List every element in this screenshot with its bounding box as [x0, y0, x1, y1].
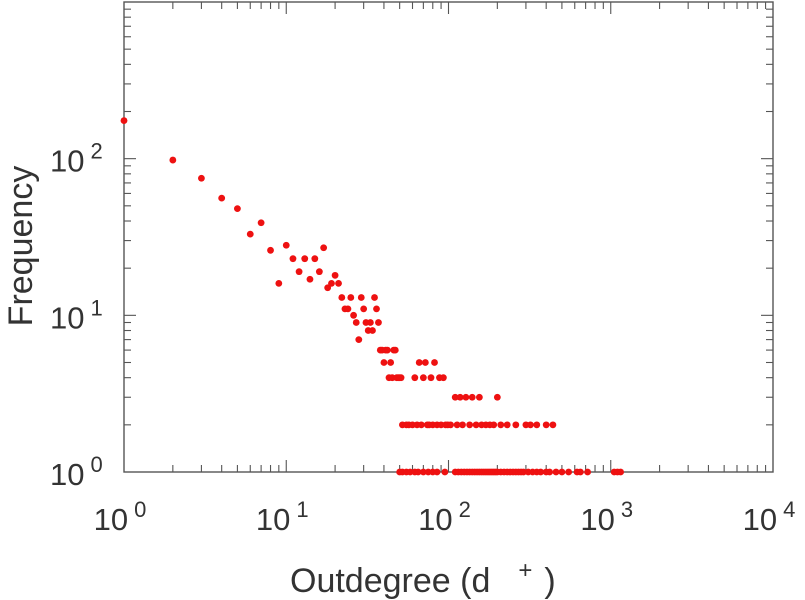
data-point: [120, 117, 128, 124]
data-point: [542, 421, 550, 429]
data-point: [527, 421, 534, 429]
data-point: [315, 268, 323, 276]
x-axis-title-close: ): [544, 562, 555, 600]
data-point: [275, 279, 283, 287]
data-point: [360, 305, 368, 313]
x-axis-title-text: Outdegree (d: [290, 562, 490, 600]
data-point: [218, 194, 226, 202]
data-point: [320, 244, 328, 252]
plot-frame: [123, 1, 774, 473]
y-tick-label: 10 1: [50, 295, 103, 335]
data-point: [357, 294, 365, 301]
y-axis-title: Frequency: [2, 166, 40, 327]
data-point: [267, 246, 274, 254]
data-point: [419, 468, 427, 476]
data-point: [380, 359, 388, 366]
data-point: [246, 230, 254, 238]
data-point: [451, 393, 459, 401]
y-tick-label: 10 2: [50, 139, 103, 179]
data-point: [257, 219, 265, 227]
data-point: [617, 468, 624, 476]
data-point: [421, 359, 429, 366]
data-point: [344, 305, 352, 313]
data-point: [546, 468, 554, 476]
data-point: [335, 279, 342, 287]
data-point: [338, 294, 346, 301]
data-point: [533, 421, 541, 429]
data-point: [289, 255, 297, 263]
data-point: [383, 346, 391, 354]
data-point: [324, 284, 332, 292]
data-point: [427, 374, 435, 382]
data-point: [459, 421, 466, 429]
x-tick-label: 10 1: [256, 497, 309, 537]
data-point: [350, 311, 357, 319]
x-tick-label: 10 0: [94, 497, 147, 537]
x-axis-title-superscript: +: [518, 557, 532, 584]
data-point: [447, 421, 454, 429]
data-point: [355, 336, 363, 344]
data-points: [120, 117, 624, 476]
data-point: [417, 421, 425, 429]
data-point: [520, 468, 527, 476]
axes: [123, 1, 774, 473]
data-point: [306, 275, 314, 283]
data-point: [406, 468, 414, 476]
x-tick-label: 10 2: [418, 497, 471, 537]
data-point: [295, 268, 303, 276]
data-point: [558, 468, 566, 476]
data-point: [415, 359, 423, 366]
y-tick-label: 10 0: [50, 452, 103, 492]
data-point: [366, 319, 374, 326]
data-point: [565, 468, 573, 476]
data-point: [328, 279, 335, 287]
data-point: [352, 319, 360, 326]
data-point: [371, 294, 378, 301]
data-point: [537, 468, 545, 476]
data-point: [439, 374, 447, 382]
data-point: [512, 421, 520, 429]
x-tick-label: 10 4: [743, 497, 796, 537]
data-point: [433, 468, 441, 476]
data-point: [576, 468, 584, 476]
data-point: [414, 468, 422, 476]
x-tick-label: 10 3: [580, 497, 633, 537]
data-point: [301, 255, 309, 263]
data-point: [411, 374, 419, 382]
data-point: [369, 327, 376, 334]
data-point: [468, 393, 476, 401]
data-point: [311, 255, 319, 263]
data-point: [552, 468, 560, 476]
data-point: [375, 319, 382, 326]
data-point: [373, 305, 380, 313]
tick-marks: [124, 2, 773, 472]
data-point: [387, 359, 395, 366]
data-point: [503, 421, 511, 429]
data-point: [490, 421, 498, 429]
data-point: [234, 205, 241, 213]
data-point: [584, 468, 592, 476]
data-point: [456, 393, 464, 401]
data-point: [419, 374, 427, 382]
data-point: [391, 346, 399, 354]
data-point: [453, 421, 461, 429]
data-point: [397, 374, 405, 382]
tick-labels: 10 0 10 1 10 2 10 3 10 4 10 0 10 1 10 2: [50, 139, 795, 537]
data-point: [549, 421, 557, 429]
data-point: [282, 241, 290, 249]
data-point: [472, 421, 480, 429]
data-point: [441, 468, 449, 476]
data-point: [431, 359, 438, 366]
data-point: [475, 393, 483, 401]
data-point: [493, 393, 501, 401]
data-point: [497, 421, 505, 429]
data-point: [462, 393, 470, 401]
data-point: [198, 174, 205, 182]
data-point: [466, 421, 474, 429]
data-point: [331, 271, 339, 279]
data-point: [169, 156, 177, 164]
data-point: [347, 294, 355, 301]
x-axis-title: Outdegree (d +): [290, 557, 556, 600]
